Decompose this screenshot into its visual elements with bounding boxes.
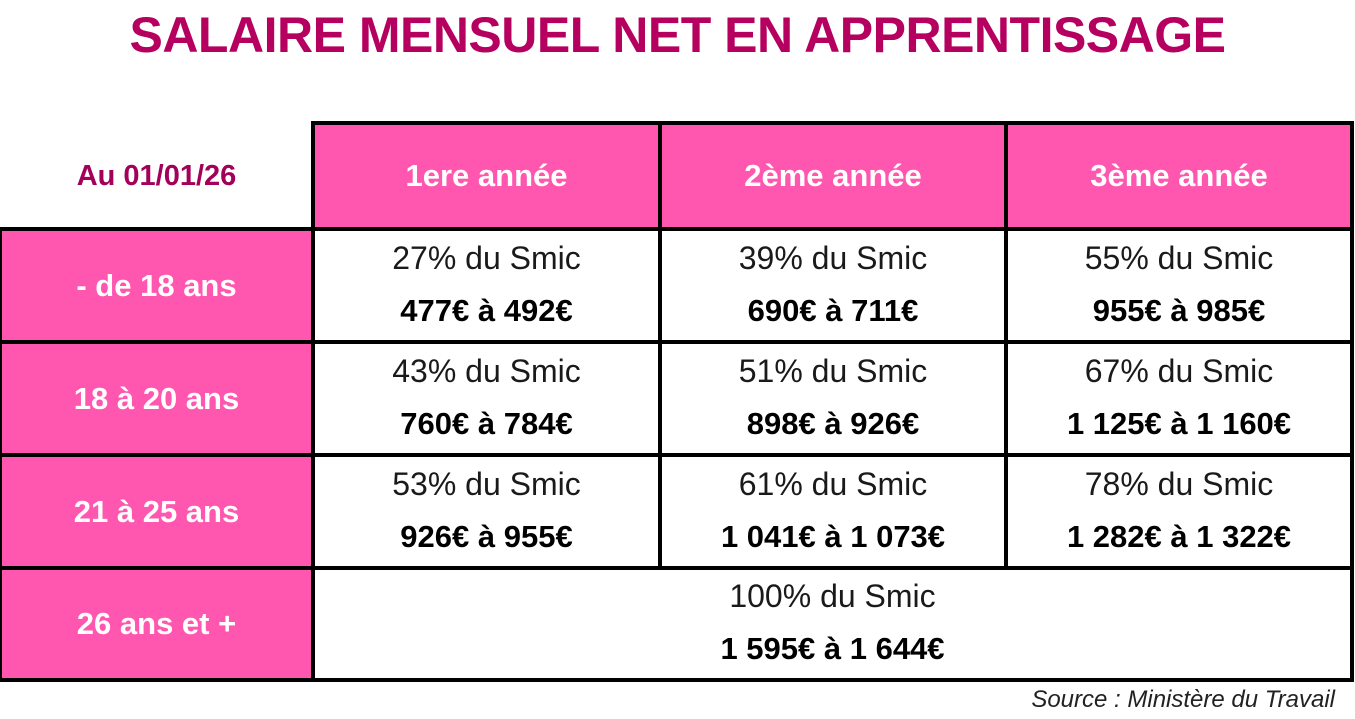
row-header-18-20: 18 à 20 ans bbox=[0, 340, 315, 457]
smic-percentage: 61% du Smic bbox=[738, 465, 928, 502]
row-header-21-25: 21 à 25 ans bbox=[0, 453, 315, 570]
table-cell-merged: 100% du Smic 1 595€ à 1 644€ bbox=[311, 566, 1354, 682]
smic-percentage: 78% du Smic bbox=[1084, 465, 1274, 502]
smic-percentage: 39% du Smic bbox=[738, 239, 928, 276]
salary-range: 690€ à 711€ bbox=[747, 292, 919, 328]
table-cell: 78% du Smic 1 282€ à 1 322€ bbox=[1004, 453, 1354, 570]
date-label: Au 01/01/26 bbox=[76, 159, 237, 192]
smic-percentage: 51% du Smic bbox=[738, 352, 928, 389]
salary-range: 955€ à 985€ bbox=[1092, 292, 1266, 328]
table-cell: 61% du Smic 1 041€ à 1 073€ bbox=[658, 453, 1008, 570]
column-header-year-2: 2ème année bbox=[658, 121, 1008, 231]
salary-range: 760€ à 784€ bbox=[400, 405, 573, 441]
page-title: SALAIRE MENSUEL NET EN APPRENTISSAGE bbox=[129, 7, 1226, 63]
salary-range: 1 595€ à 1 644€ bbox=[720, 631, 945, 666]
table-cell: 55% du Smic 955€ à 985€ bbox=[1004, 227, 1354, 344]
salary-range: 1 125€ à 1 160€ bbox=[1066, 405, 1292, 441]
smic-percentage: 55% du Smic bbox=[1084, 239, 1274, 276]
smic-percentage: 43% du Smic bbox=[392, 352, 581, 389]
smic-percentage: 100% du Smic bbox=[729, 578, 936, 614]
source-note: Source : Ministère du Travail bbox=[1031, 686, 1335, 713]
salary-range: 1 041€ à 1 073€ bbox=[720, 518, 946, 554]
column-header-year-3: 3ème année bbox=[1004, 121, 1354, 231]
table-cell: 67% du Smic 1 125€ à 1 160€ bbox=[1004, 340, 1354, 457]
table-cell: 39% du Smic 690€ à 711€ bbox=[658, 227, 1008, 344]
salary-range: 1 282€ à 1 322€ bbox=[1066, 518, 1292, 554]
table-cell: 51% du Smic 898€ à 926€ bbox=[658, 340, 1008, 457]
salary-range: 898€ à 926€ bbox=[746, 405, 920, 441]
column-header-year-1: 1ere année bbox=[311, 121, 662, 231]
smic-percentage: 53% du Smic bbox=[392, 465, 581, 502]
table-cell: 27% du Smic 477€ à 492€ bbox=[311, 227, 662, 344]
salary-range: 926€ à 955€ bbox=[400, 518, 573, 554]
table-cell: 43% du Smic 760€ à 784€ bbox=[311, 340, 662, 457]
row-header-under-18: - de 18 ans bbox=[0, 227, 315, 344]
table-cell: 53% du Smic 926€ à 955€ bbox=[311, 453, 662, 570]
smic-percentage: 27% du Smic bbox=[392, 239, 581, 276]
row-header-26-plus: 26 ans et + bbox=[0, 566, 315, 682]
smic-percentage: 67% du Smic bbox=[1084, 352, 1274, 389]
salary-range: 477€ à 492€ bbox=[400, 292, 573, 328]
